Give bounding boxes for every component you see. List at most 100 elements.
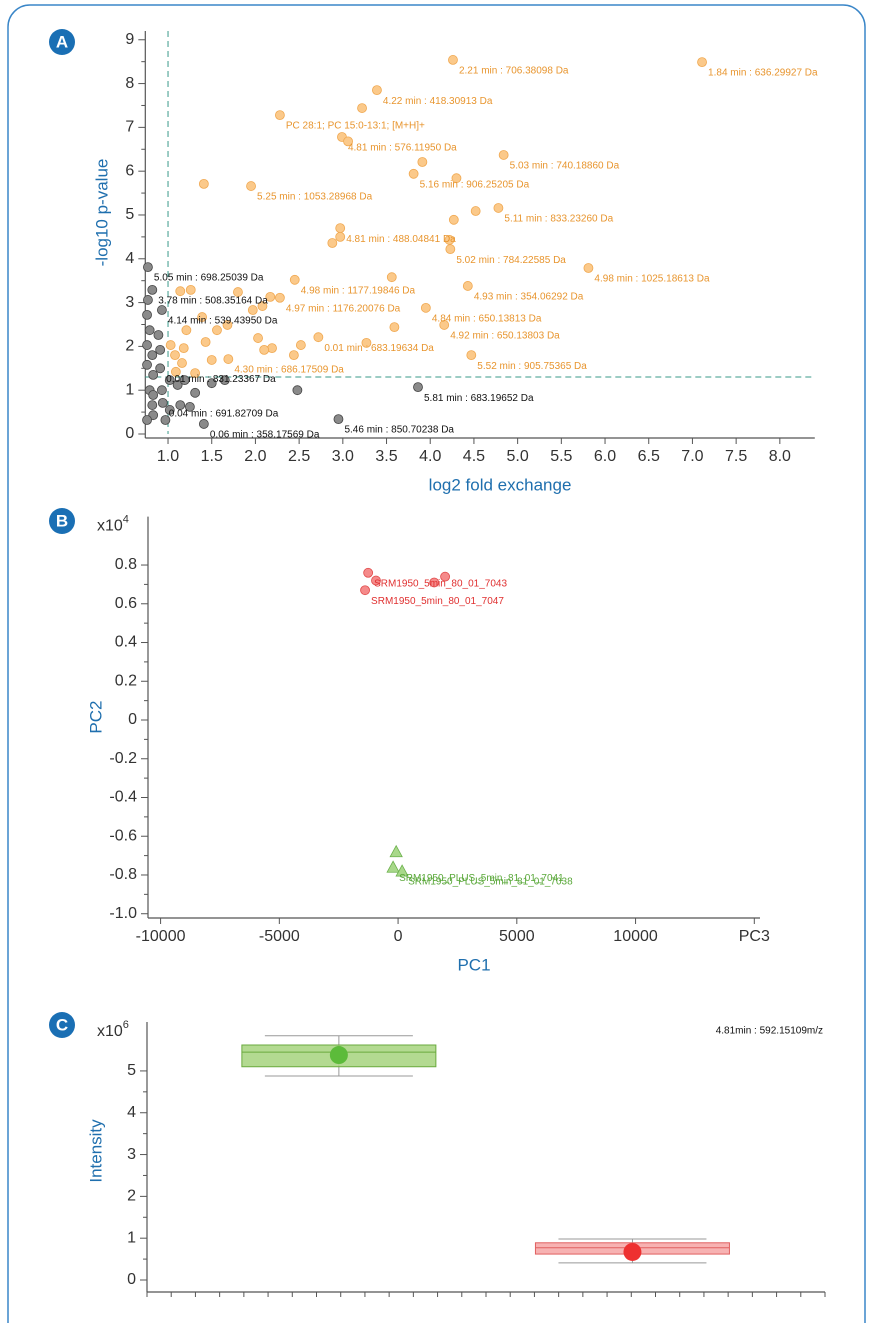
point [153, 330, 164, 340]
x-tick-label: 3.0 [332, 448, 354, 465]
point [257, 301, 268, 311]
point [267, 343, 277, 354]
x-tick-label: 8.0 [769, 448, 791, 465]
point-label: 4.98 min : 1025.18613 Da [594, 274, 710, 285]
y-tick-label: 2 [127, 1188, 136, 1205]
point [165, 340, 176, 350]
point [172, 380, 183, 390]
point-label: SRM1950_PLUS_5min_81_01_7041 [399, 873, 564, 884]
point [147, 284, 158, 295]
point [142, 415, 152, 425]
point [292, 385, 303, 396]
point [395, 864, 409, 877]
x-tick-label: PC3 [739, 928, 770, 945]
point [259, 344, 270, 355]
y-tick-label: 4 [127, 1104, 136, 1121]
x-tick-label: 6.0 [594, 448, 616, 465]
point [413, 382, 423, 393]
point [389, 844, 403, 858]
point [420, 302, 431, 313]
point [445, 244, 456, 255]
point [198, 419, 209, 429]
point [233, 287, 243, 297]
point [360, 585, 370, 596]
y-tick-label: 2 [125, 338, 134, 355]
multiplier-exponent: 6 [123, 1019, 129, 1031]
x-tick-label: 4.5 [463, 448, 485, 465]
x-tick-label: 10000 [613, 928, 658, 945]
point-label: 4.14 min : 539.43950 Da [168, 316, 278, 327]
point-label: 0.06 min : 358.17569 Da [210, 430, 320, 441]
point [253, 333, 263, 343]
point [157, 385, 167, 396]
point-label: 5.25 min : 1053.28968 Da [257, 192, 373, 203]
point [462, 281, 473, 291]
point [197, 312, 208, 322]
point [289, 274, 300, 285]
point-label: 4.81 min : 576.11950 Da [348, 143, 457, 154]
y-tick-label: -0.8 [109, 866, 137, 883]
point [372, 85, 382, 96]
point [147, 400, 158, 410]
x-tick-label: 7.0 [681, 448, 703, 465]
point [466, 350, 477, 361]
x-tick-label: 7.5 [725, 448, 747, 465]
point-label: SRM1950_PLUS_5min_81_01_7038 [408, 877, 573, 888]
point [155, 363, 166, 374]
y-tick-label: 5 [127, 1062, 136, 1079]
point [371, 575, 381, 586]
panel-badge [49, 1012, 75, 1038]
point-label: SRM1950_5min_80_01_7047 [371, 596, 504, 607]
point [185, 284, 196, 295]
point-label: 5.46 min : 850.70238 Da [344, 425, 454, 436]
point [343, 136, 353, 147]
x-tick-label: -5000 [259, 928, 300, 945]
point [223, 354, 234, 364]
annotation: 4.81min : 592.15109m/z [716, 1026, 823, 1037]
point [498, 150, 509, 160]
y-tick-label: -0.4 [109, 789, 137, 806]
point [170, 350, 180, 361]
point [451, 173, 462, 184]
point [386, 272, 397, 283]
point [363, 567, 374, 578]
y-tick-label: 0.4 [115, 634, 137, 651]
point [493, 203, 504, 213]
y-axis-title: PC2 [86, 701, 105, 734]
x-tick-label: 1.5 [201, 448, 223, 465]
point [219, 375, 230, 386]
multiplier-base: x10 [97, 1023, 123, 1040]
x-tick-label: 5.5 [550, 448, 572, 465]
point [386, 860, 400, 873]
point-label: 3.78 min : 508.35164 Da [158, 296, 268, 307]
point [212, 325, 222, 336]
point-label: 2.21 min : 706.38098 Da [459, 66, 569, 77]
point [144, 325, 155, 336]
point [470, 206, 481, 216]
point [440, 571, 450, 582]
point [429, 577, 440, 588]
point-label: 4.92 min : 650.13803 Da [450, 331, 560, 342]
point [357, 103, 367, 113]
point [206, 355, 217, 365]
point [448, 214, 459, 225]
point [143, 295, 153, 305]
point [200, 337, 211, 347]
panel-badge [49, 508, 75, 534]
point [155, 344, 166, 355]
x-tick-label: 0 [394, 928, 403, 945]
point [389, 322, 400, 333]
point [295, 340, 306, 350]
point [247, 305, 258, 315]
x-axis-title: log2 fold exchange [429, 475, 572, 494]
y-axis-title: Intensity [86, 1119, 105, 1183]
point [147, 350, 158, 361]
point [274, 110, 285, 121]
point-label: 5.16 min : 906.25205 Da [420, 179, 530, 190]
point-label: 4.84 min : 650.13813 Da [432, 313, 542, 324]
y-tick-label: 3 [127, 1146, 136, 1163]
point-label: 4.81 min : 488.04841 Da [346, 234, 456, 245]
point [143, 262, 153, 273]
point [170, 366, 181, 377]
